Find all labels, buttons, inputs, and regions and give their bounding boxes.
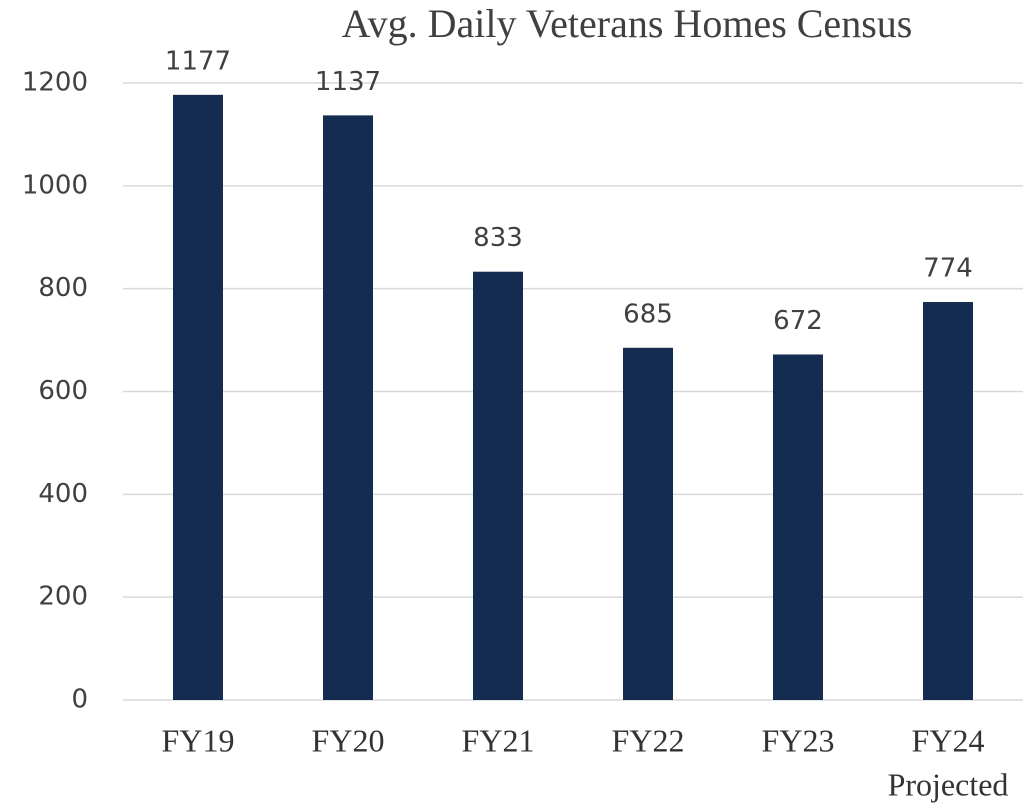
y-tick-label: 1200 <box>22 68 88 98</box>
bar <box>773 354 823 700</box>
y-tick-label: 200 <box>38 582 88 612</box>
value-label: 774 <box>923 254 973 284</box>
x-tick-label: FY20 <box>312 722 385 758</box>
value-label: 1177 <box>165 46 231 76</box>
value-label: 685 <box>623 299 673 329</box>
annotation: Projected <box>888 766 1009 802</box>
x-tick-label: FY19 <box>162 722 235 758</box>
bar <box>323 115 373 700</box>
value-label: 833 <box>473 223 523 253</box>
value-label: 1137 <box>315 67 381 97</box>
chart-title: Avg. Daily Veterans Homes Census <box>342 1 913 46</box>
bar <box>923 302 973 700</box>
y-tick-label: 400 <box>38 479 88 509</box>
bar <box>473 271 523 700</box>
y-tick-label: 800 <box>38 273 88 303</box>
y-tick-label: 1000 <box>22 170 88 200</box>
x-tick-label: FY24 <box>912 722 985 758</box>
y-tick-label: 0 <box>71 685 88 715</box>
x-tick-label: FY23 <box>762 722 835 758</box>
y-tick-label: 600 <box>38 376 88 406</box>
x-tick-label: FY22 <box>612 722 685 758</box>
x-tick-label: FY21 <box>462 722 535 758</box>
bar <box>173 94 223 701</box>
bar <box>623 347 673 700</box>
value-label: 672 <box>773 306 823 336</box>
